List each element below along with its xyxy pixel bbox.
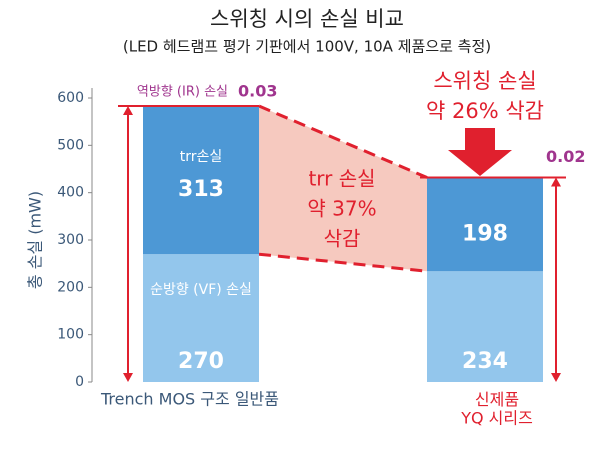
annotation: 약 37%: [307, 197, 376, 221]
annotation: 스위칭 손실: [433, 69, 536, 93]
y-tick-label: 300: [57, 232, 84, 248]
x-tick-label: Trench MOS 구조 일반품: [100, 390, 279, 409]
arrow-head: [123, 106, 133, 116]
value-label: 234: [462, 349, 508, 374]
value-label: 0.02: [546, 147, 585, 166]
y-tick-label: 400: [57, 185, 84, 201]
y-tick-label: 600: [57, 90, 84, 106]
value-label: 198: [462, 221, 508, 246]
value-label: 313: [178, 177, 224, 202]
y-tick-label: 100: [57, 327, 84, 343]
bar-segment: [143, 254, 259, 382]
series-label: 역방향 (IR) 손실: [137, 85, 228, 100]
bar-segment: [427, 271, 543, 382]
big-arrow: [448, 128, 512, 176]
bar-segment: [427, 177, 543, 272]
dashed-line: [258, 252, 428, 273]
arrow-head: [123, 373, 133, 382]
chart-title: 스위칭 시의 손실 비교: [210, 7, 404, 31]
annotation: 약 26% 삭감: [426, 99, 544, 123]
chart-subtitle: (LED 헤드램프 평가 기판에서 100V, 10A 제품으로 측정): [123, 38, 491, 56]
annotation: trr 손실: [308, 167, 375, 191]
value-label: 0.03: [238, 82, 277, 101]
bar-segment: [143, 106, 259, 255]
dashed-line: [258, 104, 428, 179]
series-label: 순방향 (VF) 손실: [150, 282, 252, 298]
y-tick-label: 500: [57, 137, 84, 153]
reduction-area: [259, 106, 427, 272]
arrow-head: [551, 373, 561, 382]
x-tick-label: 신제품 YQ 시리즈: [460, 390, 533, 427]
y-tick-label: 200: [57, 279, 84, 295]
arrow-head: [551, 177, 561, 187]
series-label: trr손실: [180, 149, 223, 165]
annotation: 삭감: [324, 227, 361, 251]
y-tick-label: 0: [75, 374, 84, 390]
y-axis-label: 총 손실 (mW): [26, 191, 45, 289]
value-label: 270: [178, 349, 224, 374]
